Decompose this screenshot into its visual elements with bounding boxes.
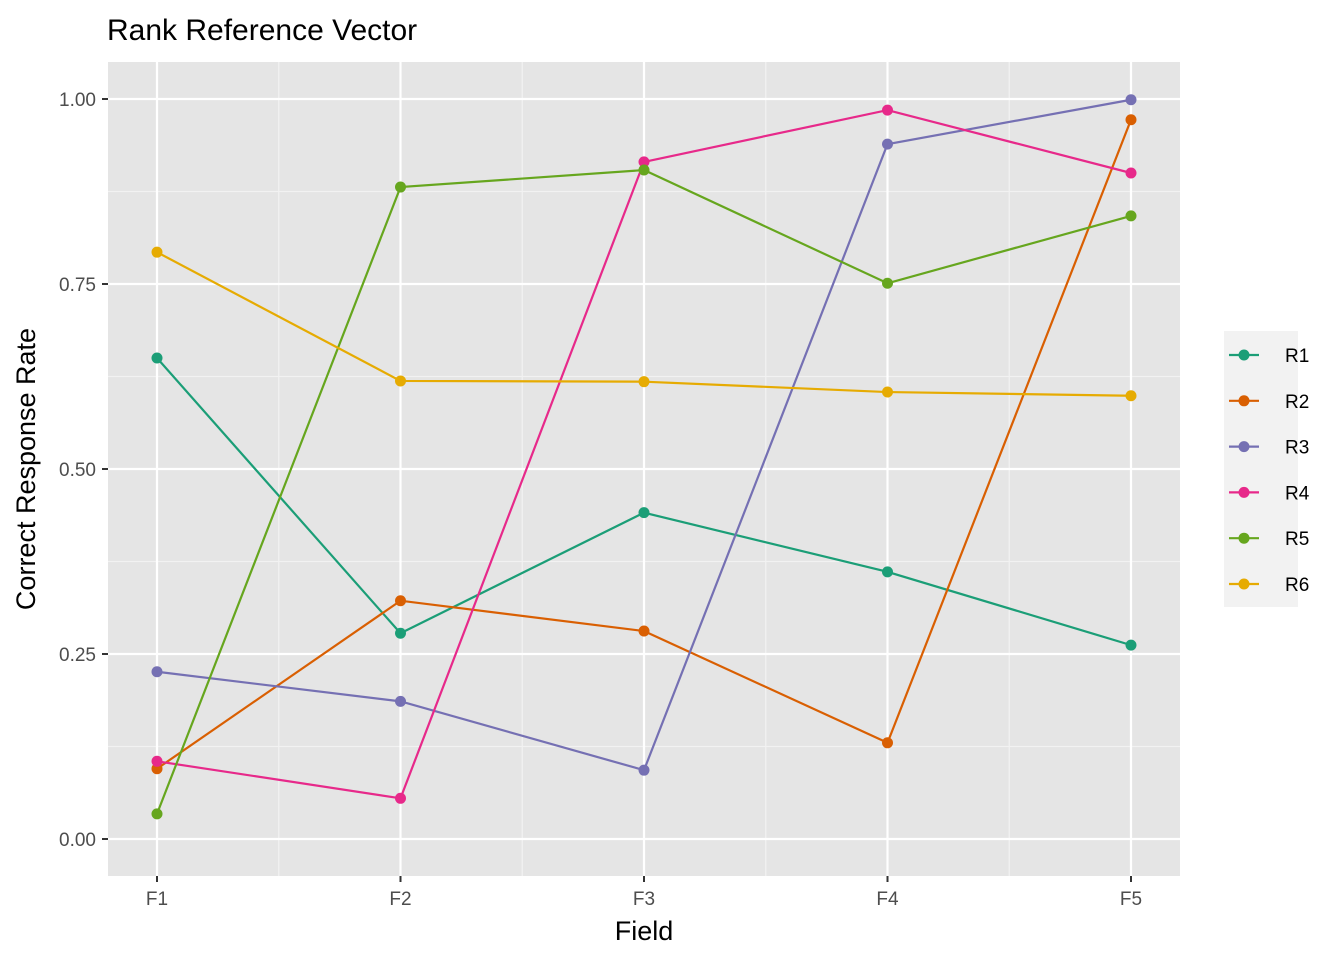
- legend-background: [1224, 331, 1298, 607]
- data-point: [638, 156, 650, 168]
- series-R6: [151, 246, 1137, 402]
- x-axis-label: Field: [615, 916, 674, 946]
- data-point: [882, 138, 893, 150]
- data-point: [882, 104, 893, 116]
- y-axis: 0.00 0.25 0.50 0.75 1.00: [59, 90, 108, 851]
- data-point: [638, 764, 650, 776]
- data-point: [638, 376, 650, 388]
- y-axis-label: Correct Response Rate: [11, 328, 41, 610]
- data-point: [395, 627, 406, 639]
- legend-key-point: [1238, 395, 1250, 407]
- x-tick-label: F1: [146, 889, 168, 910]
- data-point: [638, 625, 650, 637]
- legend-label: R4: [1285, 483, 1310, 504]
- data-point: [882, 277, 893, 289]
- data-point: [1125, 639, 1137, 651]
- data-point: [395, 695, 406, 707]
- x-tick-label: F2: [389, 889, 411, 910]
- legend-label: R5: [1285, 529, 1309, 550]
- gridlines: [108, 62, 1180, 876]
- legend: R1 R2 R3 R4 R5 R6: [1224, 331, 1310, 607]
- legend-label: R2: [1285, 392, 1309, 413]
- legend-item-R2: R2: [1229, 392, 1309, 413]
- legend-item-R4: R4: [1229, 483, 1310, 504]
- series-R1: [151, 352, 1137, 651]
- legend-label: R3: [1285, 438, 1309, 459]
- legend-key-point: [1238, 441, 1250, 453]
- data-point: [882, 737, 893, 749]
- data-point: [1125, 114, 1137, 126]
- data-point: [151, 246, 163, 258]
- data-point: [395, 375, 406, 387]
- series-R3: [151, 94, 1137, 776]
- y-tick-label: 0.50: [59, 460, 96, 481]
- data-point: [1125, 94, 1137, 106]
- x-tick-label: F4: [876, 889, 899, 910]
- series-R4: [151, 104, 1137, 804]
- data-point: [1125, 210, 1137, 222]
- data-point: [395, 595, 406, 607]
- x-tick-label: F3: [633, 889, 655, 910]
- y-tick-label: 0.75: [59, 275, 96, 296]
- data-point: [151, 808, 163, 820]
- data-point: [151, 755, 163, 767]
- legend-item-R1: R1: [1229, 346, 1309, 367]
- legend-label: R1: [1285, 346, 1309, 367]
- data-point: [395, 181, 406, 193]
- data-point: [151, 666, 163, 678]
- data-point: [882, 386, 893, 398]
- data-point: [882, 566, 893, 578]
- data-point: [395, 792, 406, 804]
- data-point: [1125, 390, 1137, 402]
- data-point: [151, 352, 163, 364]
- series-R2: [151, 114, 1137, 775]
- y-tick-label: 0.00: [59, 830, 96, 851]
- legend-label: R6: [1285, 575, 1309, 596]
- data-point: [638, 164, 650, 176]
- series-lines: [151, 94, 1137, 820]
- legend-item-R6: R6: [1229, 575, 1309, 596]
- legend-key-point: [1238, 532, 1250, 544]
- legend-key-point: [1238, 349, 1250, 361]
- series-R5: [151, 164, 1137, 820]
- y-tick-label: 0.25: [59, 645, 96, 666]
- legend-item-R5: R5: [1229, 529, 1309, 550]
- legend-key-point: [1238, 578, 1250, 590]
- legend-item-R3: R3: [1229, 438, 1309, 459]
- x-tick-label: F5: [1120, 889, 1142, 910]
- chart-title: Rank Reference Vector: [107, 14, 417, 47]
- legend-key-point: [1238, 486, 1250, 498]
- data-point: [638, 507, 650, 519]
- x-axis: F1 F2 F3 F4 F5: [146, 876, 1142, 910]
- y-tick-label: 1.00: [59, 90, 96, 111]
- data-point: [1125, 167, 1137, 179]
